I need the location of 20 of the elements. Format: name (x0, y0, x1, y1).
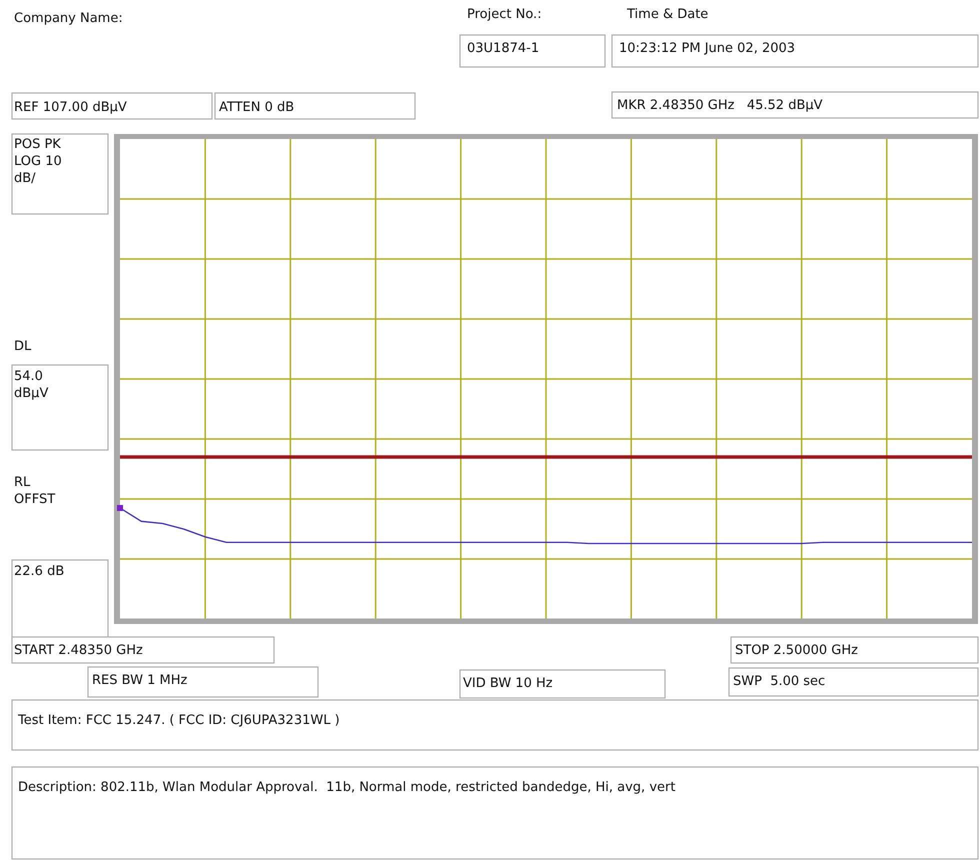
text: MKR 2.48350 GHz 45.52 dBµV (617, 98, 823, 113)
text: DL (14, 339, 32, 354)
text: 10:23:12 PM June 02, 2003 (619, 41, 796, 56)
text: START 2.48350 GHz (14, 643, 143, 658)
text: Description: 802.11b, Wlan Modular Approval. 11b, Normal mode, restricted bandedge, Hi, avg, vert (18, 780, 676, 795)
text: SWP 5.00 sec (733, 674, 826, 689)
text: Time & Date (626, 7, 708, 22)
text: VID BW 10 Hz (463, 676, 553, 691)
text: POS PK LOG 10 dB/ (14, 137, 62, 186)
text: 54.0 dBµV (14, 369, 48, 401)
text: Company Name: (14, 11, 123, 26)
text: RES BW 1 MHz (92, 673, 188, 688)
text: 03U1874-1 (467, 41, 540, 56)
text: 22.6 dB (14, 564, 64, 579)
text: REF 107.00 dBµV (14, 100, 127, 115)
text: STOP 2.50000 GHz (735, 643, 858, 658)
text: Test Item: FCC 15.247. ( FCC ID: CJ6UPA3231WL ) (17, 713, 340, 728)
text: RL OFFST (14, 475, 56, 507)
text: Project No.: (467, 7, 542, 22)
text: ATTEN 0 dB (219, 100, 294, 115)
